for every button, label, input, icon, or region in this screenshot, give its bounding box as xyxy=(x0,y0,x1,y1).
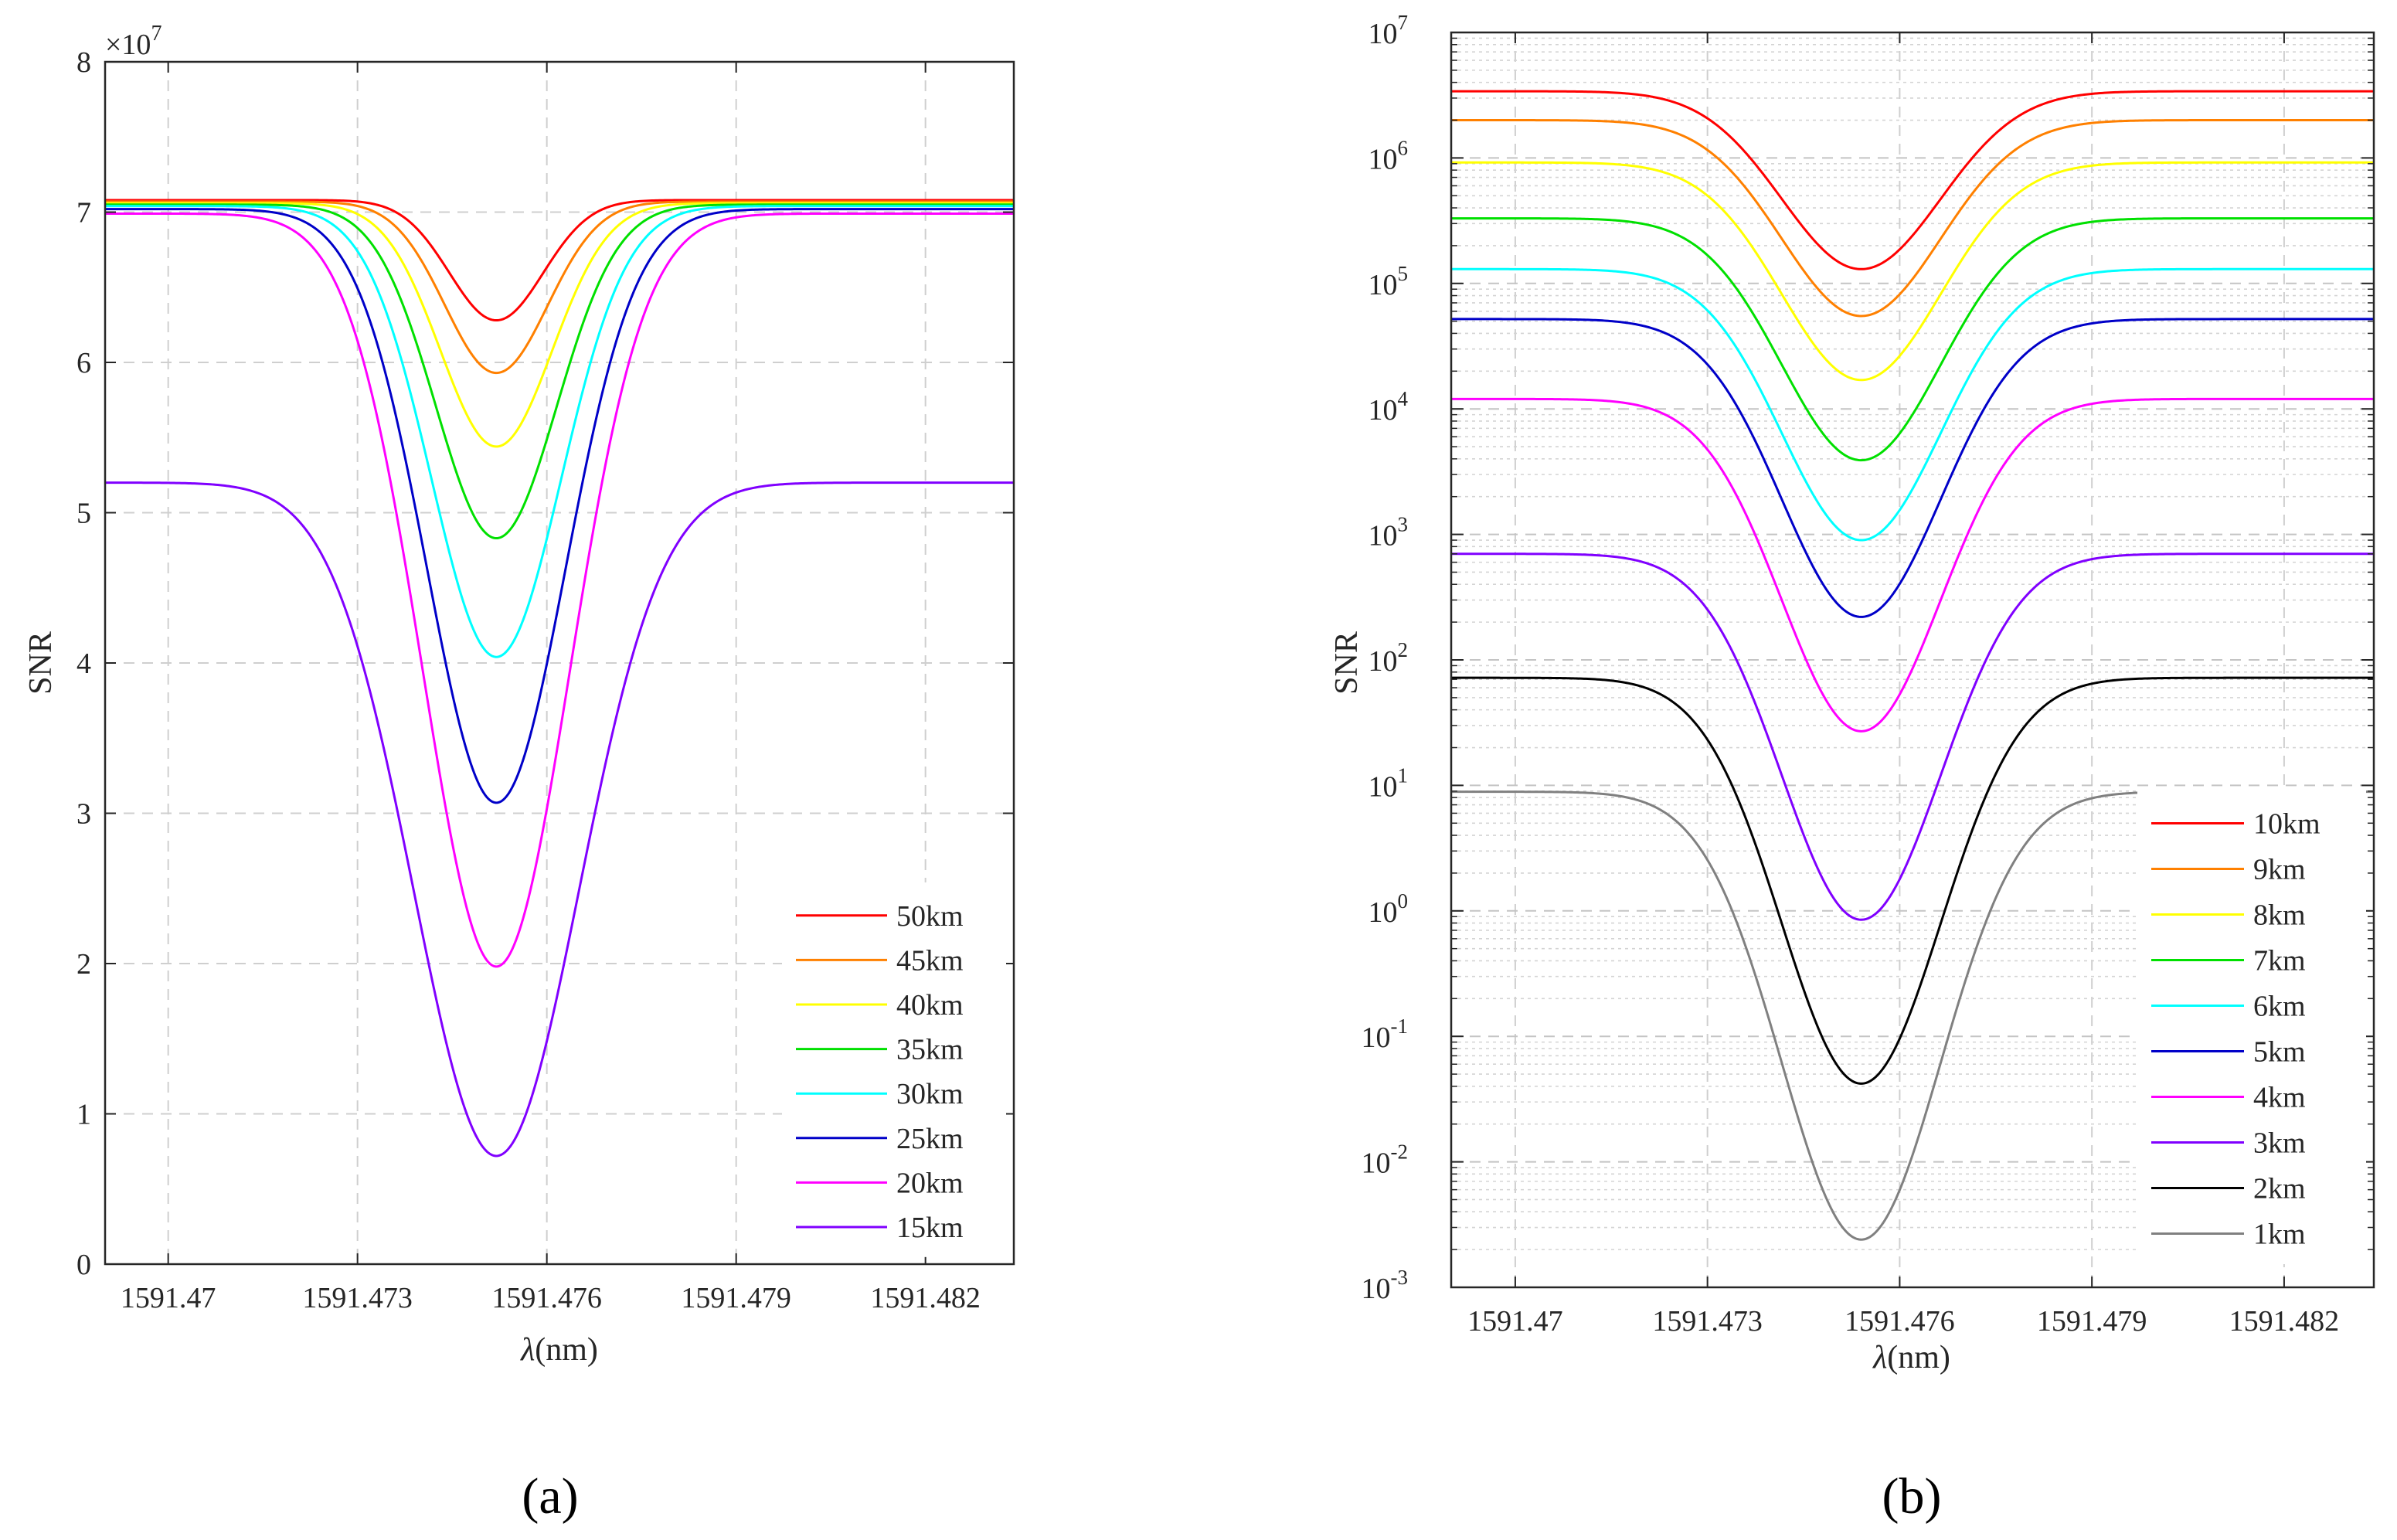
chart-a-legend-label-35km: 35km xyxy=(896,1034,964,1066)
chart-a-legend-label-20km: 20km xyxy=(896,1167,964,1199)
chart-b-series-2km xyxy=(1451,676,2374,1085)
chart-b-ylabel: SNR xyxy=(1329,631,1365,695)
chart-b-xlabel: λ(nm) xyxy=(1872,1340,1950,1375)
chart-a-legend-label-45km: 45km xyxy=(896,944,964,977)
chart-a-ytick-label: 3 xyxy=(76,798,91,831)
chart-a-legend-box xyxy=(782,882,1006,1257)
chart-b-xtick-label: 1591.476 xyxy=(1844,1305,1955,1338)
chart-b-legend-label-10km: 10km xyxy=(2253,808,2320,841)
chart-a-ytick-label: 0 xyxy=(76,1249,91,1281)
chart-a-series-45km xyxy=(105,200,1014,375)
chart-a-xtick-label: 1591.482 xyxy=(870,1282,981,1314)
chart-b-ticks: 1591.47 1591.473 1591.476 1591.479 1591.482 1… xyxy=(1362,11,2374,1338)
chart-b-legend-box xyxy=(2137,790,2366,1264)
chart-a-series-50km xyxy=(105,199,1014,322)
chart-b-legend-label-2km: 2km xyxy=(2253,1173,2306,1205)
chart-a-curves xyxy=(105,199,1014,1158)
chart-a: 1591.47 1591.473 1591.476 1591.479 1591.482 0… xyxy=(23,22,1015,1525)
chart-b-ytick-label: 107 xyxy=(1368,11,1409,50)
chart-b-ytick-label: 104 xyxy=(1368,387,1409,427)
chart-b-ytick-label: 103 xyxy=(1368,513,1409,552)
chart-a-ytick-label: 2 xyxy=(76,948,91,981)
chart-b-ytick-label: 101 xyxy=(1368,763,1409,803)
chart-a-ytick-label: 1 xyxy=(76,1099,91,1131)
chart-b-series-10km xyxy=(1451,90,2374,270)
chart-a-xlabel: λ(nm) xyxy=(519,1332,598,1368)
chart-b-grid xyxy=(1451,32,2374,1287)
chart-b-panel-label: (b) xyxy=(1882,1468,1942,1525)
chart-a-ticks: 1591.47 1591.473 1591.476 1591.479 1591.482 0… xyxy=(76,46,1014,1314)
chart-a-ytick-label: 5 xyxy=(76,498,91,530)
chart-b-xtick-label: 1591.47 xyxy=(1467,1305,1563,1338)
chart-a-panel-label: (a) xyxy=(522,1468,578,1525)
chart-b-ytick-label: 10-1 xyxy=(1362,1015,1409,1054)
chart-a-legend-label-30km: 30km xyxy=(896,1078,964,1110)
chart-a-legend-label-40km: 40km xyxy=(896,989,964,1022)
chart-b: 1591.47 1591.473 1591.476 1591.479 1591.482 1… xyxy=(1329,11,2375,1525)
chart-b-legend-label-3km: 3km xyxy=(2253,1127,2306,1160)
chart-b-series-5km xyxy=(1451,318,2374,618)
chart-b-series-8km xyxy=(1451,161,2374,382)
chart-a-series-25km xyxy=(105,208,1014,804)
chart-b-series-7km xyxy=(1451,217,2374,462)
chart-a-ytick-label: 6 xyxy=(76,347,91,379)
chart-b-series-6km xyxy=(1451,267,2374,542)
chart-b-legend-label-7km: 7km xyxy=(2253,945,2306,977)
chart-b-legend-label-8km: 8km xyxy=(2253,899,2306,932)
chart-b-legend: 10km 9km 8km 7km 6km 5km 4km 3km 2km 1km xyxy=(2137,790,2366,1264)
chart-a-ytick-label: 8 xyxy=(76,46,91,79)
chart-b-ytick-label: 106 xyxy=(1368,136,1409,175)
chart-a-series-40km xyxy=(105,202,1014,448)
chart-b-ytick-label: 105 xyxy=(1368,262,1409,301)
chart-a-exponent: ×107 xyxy=(105,22,162,61)
chart-a-xtick-label: 1591.479 xyxy=(681,1282,791,1314)
chart-a-legend-label-25km: 25km xyxy=(896,1123,964,1155)
chart-a-xtick-label: 1591.476 xyxy=(491,1282,602,1314)
chart-a-legend: 50km 45km 40km 35km 30km 25km 20km 15km xyxy=(782,882,1006,1257)
chart-b-series-3km xyxy=(1451,552,2374,921)
chart-b-curves xyxy=(1451,90,2374,1241)
chart-b-legend-label-5km: 5km xyxy=(2253,1036,2306,1069)
chart-a-xtick-label: 1591.473 xyxy=(302,1282,413,1314)
chart-a-series-20km xyxy=(105,212,1014,968)
chart-a-series-35km xyxy=(105,203,1014,540)
chart-a-series-15km xyxy=(105,481,1014,1158)
chart-a-xtick-label: 1591.47 xyxy=(121,1282,216,1314)
chart-b-ytick-label: 10-3 xyxy=(1362,1266,1409,1305)
chart-b-xtick-label: 1591.479 xyxy=(2037,1305,2147,1338)
chart-b-ytick-label: 102 xyxy=(1368,638,1409,678)
chart-a-legend-label-50km: 50km xyxy=(896,900,964,933)
chart-b-xtick-label: 1591.482 xyxy=(2229,1305,2340,1338)
chart-a-ytick-label: 4 xyxy=(76,648,91,680)
chart-a-ytick-label: 7 xyxy=(76,197,91,229)
chart-a-legend-label-15km: 15km xyxy=(896,1212,964,1244)
chart-b-legend-label-4km: 4km xyxy=(2253,1082,2306,1114)
chart-b-legend-label-6km: 6km xyxy=(2253,991,2306,1023)
chart-a-ylabel: SNR xyxy=(23,631,59,695)
chart-a-series-30km xyxy=(105,205,1014,658)
chart-b-ytick-label: 100 xyxy=(1368,889,1409,929)
chart-b-series-4km xyxy=(1451,397,2374,733)
chart-b-legend-label-1km: 1km xyxy=(2253,1219,2306,1251)
chart-b-series-9km xyxy=(1451,119,2374,318)
chart-b-legend-label-9km: 9km xyxy=(2253,854,2306,886)
chart-b-xtick-label: 1591.473 xyxy=(1652,1305,1763,1338)
chart-b-ytick-label: 10-2 xyxy=(1362,1141,1409,1180)
